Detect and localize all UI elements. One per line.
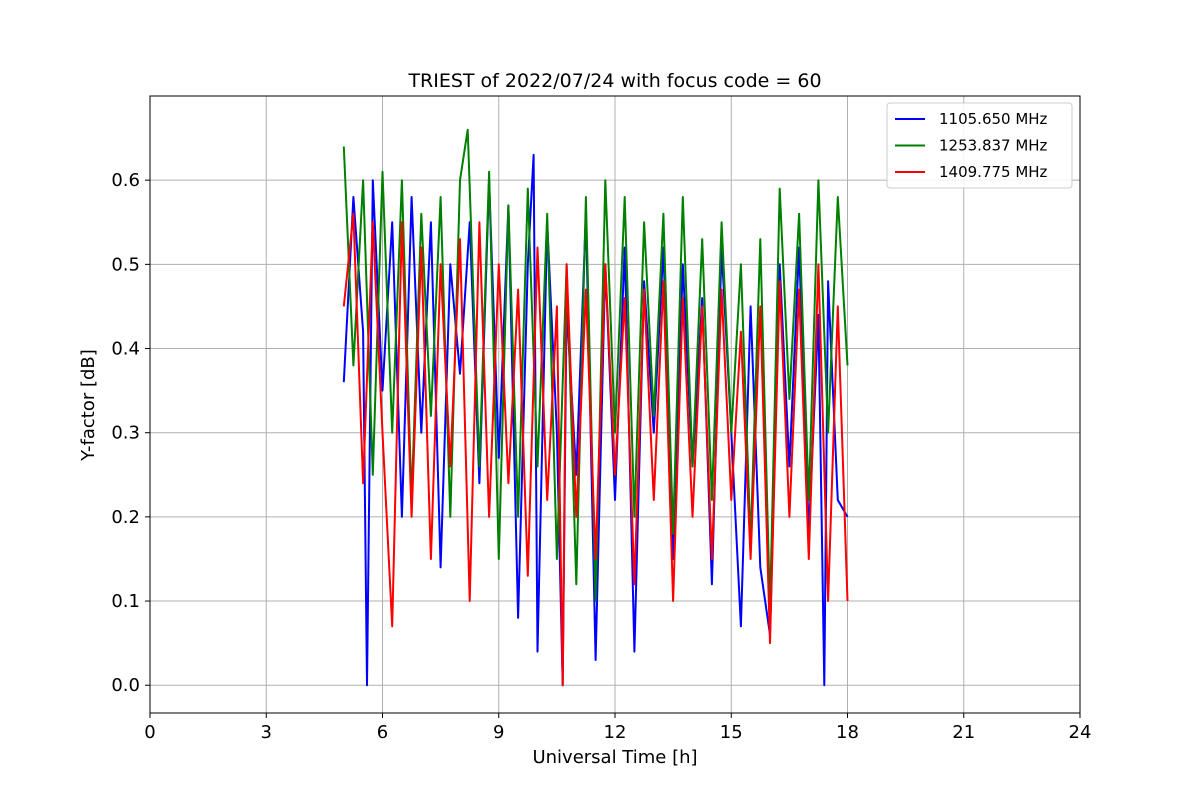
x-axis-label: Universal Time [h] [532,747,697,768]
x-tick-label: 15 [720,722,743,743]
x-tick-label: 3 [261,722,272,743]
y-tick-label: 0.0 [111,675,140,696]
chart-title: TRIEST of 2022/07/24 with focus code = 6… [407,70,821,92]
x-tick-label: 21 [952,722,975,743]
y-tick-label: 0.3 [111,423,140,444]
y-axis-label: Y-factor [dB] [78,349,99,462]
x-tick-label: 12 [604,722,627,743]
x-axis-ticks: 0 3 6 9 12 15 18 21 24 [144,713,1091,743]
x-tick-label: 9 [493,722,504,743]
y-tick-label: 0.1 [111,591,140,612]
y-axis-ticks: 0.0 0.1 0.2 0.3 0.4 0.5 0.6 [111,170,150,696]
x-tick-label: 24 [1069,722,1092,743]
series-layer [342,128,849,687]
x-tick-label: 18 [836,722,859,743]
legend: 1105.650 MHz 1253.837 MHz 1409.775 MHz [886,102,1073,189]
grid [149,96,1081,713]
legend-entry-label: 1253.837 MHz [939,137,1048,155]
series-line-3 [342,212,849,687]
series-line-2 [342,128,849,611]
legend-entry-label: 1105.650 MHz [939,110,1048,128]
x-tick-label: 0 [144,722,155,743]
y-tick-label: 0.6 [111,170,140,191]
legend-box [886,102,1073,189]
y-tick-label: 0.4 [111,339,140,360]
legend-entry-label: 1409.775 MHz [939,163,1048,181]
x-tick-label: 6 [377,722,388,743]
y-tick-label: 0.5 [111,254,140,275]
y-tick-label: 0.2 [111,507,140,528]
